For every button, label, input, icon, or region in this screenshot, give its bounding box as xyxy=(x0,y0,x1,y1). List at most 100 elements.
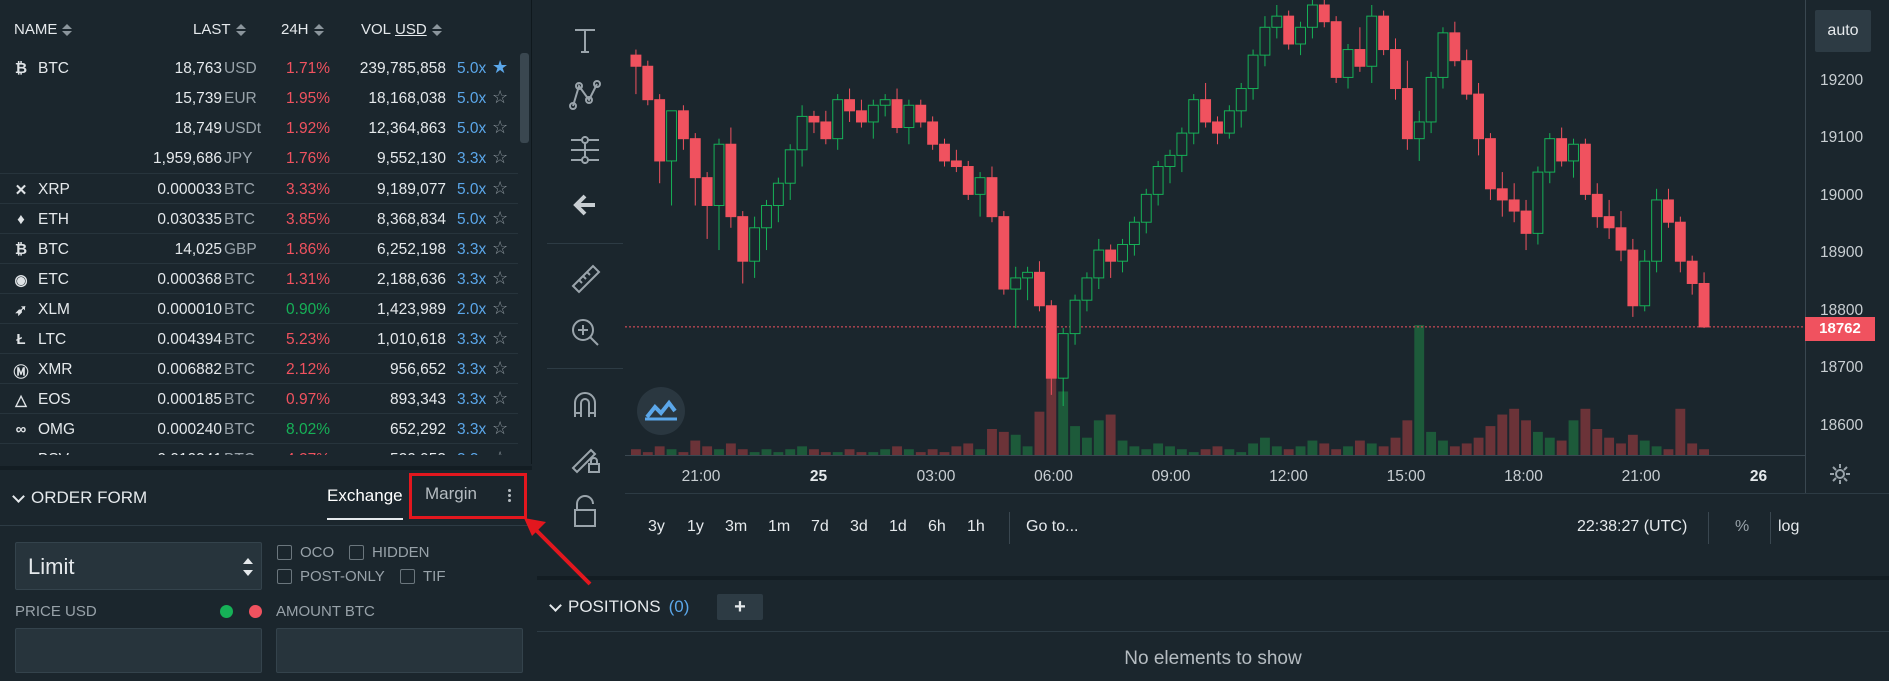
ticker-row[interactable]: 18,749 USDt 1.92% 12,364,863 5.0x ☆ xyxy=(0,113,518,143)
ticker-row[interactable]: 15,739 EUR 1.95% 18,168,038 5.0x ☆ xyxy=(0,83,518,113)
hidden-checkbox[interactable]: HIDDEN xyxy=(349,544,430,561)
ruler-icon[interactable] xyxy=(565,258,605,298)
candle xyxy=(844,88,855,122)
ticker-row[interactable]: ₿ BTC 14,025 GBP 1.86% 6,252,198 3.3x ☆ xyxy=(0,233,518,263)
volume-bar xyxy=(1105,414,1116,455)
candle xyxy=(1247,49,1259,100)
star-icon[interactable]: ★ xyxy=(492,57,509,77)
add-position-button[interactable]: + xyxy=(717,594,763,620)
ticker-24h-change: 1.95% xyxy=(286,90,330,107)
sell-dot[interactable] xyxy=(249,605,262,618)
tab-exchange[interactable]: Exchange xyxy=(327,486,403,520)
volume-bar xyxy=(654,446,665,455)
candle xyxy=(796,105,808,167)
positions-toggle[interactable]: POSITIONS (0) xyxy=(549,597,689,617)
order-form-toggle[interactable]: ORDER FORM xyxy=(12,488,147,508)
fib-tool-icon[interactable] xyxy=(565,130,605,170)
order-type-select[interactable]: Limit xyxy=(15,542,262,590)
star-icon[interactable]: ☆ xyxy=(492,448,508,455)
ticker-leverage: 3.3x xyxy=(457,391,487,408)
price-input[interactable] xyxy=(15,628,262,673)
ticker-row[interactable]: ∞ OMG 0.000240 BTC 8.02% 652,292 3.3x ☆ xyxy=(0,413,518,443)
range-button-1y[interactable]: 1y xyxy=(687,518,704,535)
range-button-3y[interactable]: 3y xyxy=(648,518,665,535)
buy-dot[interactable] xyxy=(220,605,233,618)
star-icon[interactable]: ☆ xyxy=(492,208,509,228)
ticker-leverage: 3.3x xyxy=(457,331,487,348)
gear-icon[interactable] xyxy=(1828,462,1852,486)
star-icon[interactable]: ☆ xyxy=(492,298,509,318)
text-tool-icon[interactable] xyxy=(565,20,605,60)
price-axis[interactable]: 1930019200191001900018900188001870018600 xyxy=(1805,0,1889,493)
candle xyxy=(1188,94,1200,145)
star-icon[interactable]: ☆ xyxy=(492,358,509,378)
range-button-1m[interactable]: 1m xyxy=(768,518,791,535)
volume-bar xyxy=(1449,446,1460,455)
magnet-icon[interactable] xyxy=(565,385,605,425)
pattern-tool-icon[interactable] xyxy=(565,76,605,116)
zoom-in-icon[interactable] xyxy=(565,312,605,352)
ticker-row[interactable]: ✕ XRP 0.000033 BTC 3.33% 9,189,077 5.0x ☆ xyxy=(0,173,518,203)
btc-icon: ₿ xyxy=(14,241,28,258)
ticker-row[interactable]: ₿ BTC 18,763 USD 1.71% 239,785,858 5.0x ★ xyxy=(0,53,518,83)
candle xyxy=(939,138,950,167)
star-icon[interactable]: ☆ xyxy=(492,147,509,167)
log-scale-button[interactable]: log xyxy=(1778,518,1800,535)
ticker-row[interactable]: 1,959,686 JPY 1.76% 9,552,130 3.3x ☆ xyxy=(0,143,518,173)
range-button-3m[interactable]: 3m xyxy=(725,518,748,535)
ticker-row[interactable]: Ł LTC 0.004394 BTC 5.23% 1,010,618 3.3x ☆ xyxy=(0,323,518,353)
star-icon[interactable]: ☆ xyxy=(492,178,509,198)
ticker-row[interactable]: △ EOS 0.000185 BTC 0.97% 893,343 3.3x ☆ xyxy=(0,383,518,413)
tradingview-logo-icon[interactable] xyxy=(637,387,685,435)
range-button-7d[interactable]: 7d xyxy=(811,518,829,535)
star-icon[interactable]: ☆ xyxy=(492,117,509,137)
vol-currency-link[interactable]: USD xyxy=(395,21,427,38)
volume-bar xyxy=(1271,446,1282,455)
post-only-checkbox[interactable]: POST-ONLY xyxy=(277,568,385,585)
tif-checkbox[interactable]: TIF xyxy=(400,568,446,585)
tab-margin[interactable]: Margin xyxy=(425,484,477,503)
star-icon[interactable]: ☆ xyxy=(492,238,509,258)
lock-drawings-icon[interactable] xyxy=(565,438,605,478)
amount-input[interactable] xyxy=(276,628,523,673)
star-icon[interactable]: ☆ xyxy=(492,328,509,348)
candle xyxy=(1508,183,1520,223)
goto-button[interactable]: Go to... xyxy=(1026,518,1079,535)
ticker-row[interactable]: ♦ ETH 0.030335 BTC 3.85% 8,368,834 5.0x ☆ xyxy=(0,203,518,233)
star-icon[interactable]: ☆ xyxy=(492,87,509,107)
range-button-6h[interactable]: 6h xyxy=(928,518,946,535)
star-icon[interactable]: ☆ xyxy=(492,418,509,438)
volume-bar xyxy=(1568,420,1579,455)
candlestick-chart[interactable] xyxy=(625,0,1805,455)
arrow-left-icon[interactable] xyxy=(565,185,605,225)
ticker-row[interactable]: Ⓜ XMR 0.006882 BTC 2.12% 956,652 3.3x ☆ xyxy=(0,353,518,383)
ticker-scrollbar[interactable] xyxy=(520,53,529,143)
candle xyxy=(1117,238,1128,273)
ticker-volume: 2,188,636 xyxy=(377,271,446,288)
range-button-3d[interactable]: 3d xyxy=(850,518,868,535)
star-icon[interactable]: ☆ xyxy=(492,388,509,408)
range-button-1h[interactable]: 1h xyxy=(967,518,985,535)
oco-checkbox[interactable]: OCO xyxy=(277,544,334,561)
ltc-icon: Ł xyxy=(16,331,26,348)
sort-vol-header[interactable]: VOL USD xyxy=(361,21,442,38)
range-button-1d[interactable]: 1d xyxy=(889,518,907,535)
sort-24h-header[interactable]: 24H xyxy=(281,21,324,38)
sort-last-header[interactable]: LAST xyxy=(193,21,246,38)
lock-icon[interactable] xyxy=(565,492,605,532)
star-icon[interactable]: ☆ xyxy=(492,268,509,288)
ticker-row[interactable]: ● BSV 0.010341BTC 4.27% 520,953 3.3x ☆ xyxy=(0,443,518,455)
sort-name-header[interactable]: NAME xyxy=(14,21,73,38)
candle xyxy=(642,60,654,106)
candle xyxy=(879,94,891,117)
candle xyxy=(784,144,796,200)
more-options-icon[interactable] xyxy=(508,489,512,504)
time-axis[interactable]: 21:00 25 03:00 06:00 09:00 12:00 15:00 18:00 21:… xyxy=(625,455,1805,493)
candle xyxy=(1235,82,1247,128)
ticker-row[interactable]: ◉ ETC 0.000368 BTC 1.31% 2,188,636 3.3x ☆ xyxy=(0,263,518,293)
volume-bar xyxy=(1426,431,1437,455)
auto-scale-button[interactable]: auto xyxy=(1815,10,1871,52)
candle xyxy=(1283,10,1295,50)
percent-scale-button[interactable]: % xyxy=(1735,518,1750,535)
ticker-row[interactable]: ➶ XLM 0.000010 BTC 0.90% 1,423,989 2.0x ☆ xyxy=(0,293,518,323)
